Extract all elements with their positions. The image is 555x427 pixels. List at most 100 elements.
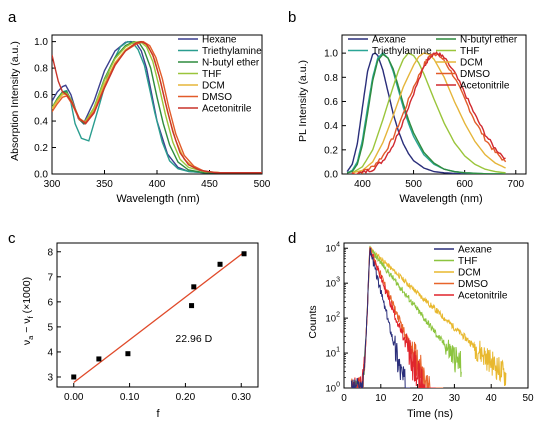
data-point	[189, 303, 195, 309]
series-group-d	[350, 245, 507, 388]
axis-c-ylabel-sub-a: a	[26, 335, 35, 340]
legend-label-b: N-butyl ether	[460, 35, 518, 46]
legend-label-b: THF	[460, 46, 479, 57]
legend-label-a: Triethylamine	[202, 46, 262, 57]
y-tick-label-b: 0.4	[324, 121, 338, 132]
legend-label-a: N-butyl ether	[202, 58, 260, 69]
legend-label-b: Triethylamine	[372, 46, 432, 57]
y-tick-label-a: 0.2	[34, 143, 48, 154]
legend-label-b: DCM	[460, 58, 483, 69]
axis-c-xlabel: f	[156, 408, 160, 420]
series-line-thf	[351, 52, 506, 174]
axis-b-ylabel: PL Intensity (a.u.)	[297, 60, 309, 142]
y-tick-label-a: 0.6	[34, 90, 48, 101]
axis-d-xlabel: Time (ns)	[407, 408, 453, 420]
x-tick-label-d: 20	[412, 393, 424, 404]
x-tick-label-b: 400	[354, 179, 371, 190]
axis-c-ylabel-sub-f: f	[26, 315, 35, 318]
y-tick-label-b: 0.0	[324, 170, 338, 181]
legend-label-d: Acetonitrile	[458, 291, 508, 302]
series-line-dcm	[352, 52, 506, 174]
data-point	[241, 251, 247, 257]
series-line-aexane	[346, 52, 506, 174]
series-line-dmso	[351, 51, 507, 174]
fit-annotation: 22.96 D	[175, 333, 212, 345]
series-line-acetonitrile	[351, 51, 506, 174]
y-tick-label-a: 0.4	[34, 117, 48, 128]
x-tick-label-d: 50	[522, 393, 534, 404]
x-tick-label-c: 0.20	[176, 392, 196, 403]
axis-b-xlabel: Wavelength (nm)	[399, 193, 482, 205]
panel-label-b: b	[288, 9, 296, 26]
legend-label-a: DCM	[202, 81, 225, 92]
panel-label-a: a	[8, 9, 17, 26]
y-tick-label-a: 1.0	[34, 37, 48, 48]
y-tick-label-c: 6	[47, 297, 53, 308]
panel-c-lippert: 0.00 0.10 0.20 0.30 3 4 5 6 7 8 22.96 D	[47, 242, 259, 403]
data-point	[125, 351, 131, 357]
legend-label-a: Acetonitrile	[202, 104, 252, 115]
x-tick-label-d: 0	[341, 393, 347, 404]
axis-a-xlabel: Wavelength (nm)	[116, 193, 199, 205]
series-group-a	[52, 40, 262, 174]
legend-label-d: Aexane	[458, 245, 492, 256]
y-tick-label-d: 102	[326, 312, 341, 325]
x-tick-label-c: 0.00	[64, 392, 84, 403]
series-group-b	[346, 51, 507, 174]
panel-b-pl: 400 500 600 700 0.0 0.2 0.4 0.6 0.8 1.0 AexaneTrie…	[324, 34, 527, 190]
x-tick-label-c: 0.10	[120, 392, 140, 403]
x-tick-label-b: 500	[405, 179, 422, 190]
legend-label-d: DCM	[458, 268, 481, 279]
plot-frame-d	[343, 242, 529, 389]
legend-label-a: Hexane	[202, 35, 237, 46]
x-tick-label-d: 30	[449, 393, 461, 404]
x-tick-label-a: 450	[201, 179, 218, 190]
y-tick-label-c: 7	[47, 272, 53, 283]
y-tick-label-c: 5	[47, 322, 53, 333]
legend-label-d: THF	[458, 256, 477, 267]
fit-line	[73, 251, 245, 384]
axis-c-ylabel: νa − νf (×1000)	[21, 277, 35, 345]
y-tick-label-d: 104	[326, 242, 341, 255]
panel-d-decay: 0 10 20 30 40 50 100 101 102 103 104 AexaneTHFDCMDM…	[326, 242, 534, 404]
series-line-aexane	[350, 248, 411, 388]
x-tick-label-a: 400	[149, 179, 166, 190]
legend-label-b: Aexane	[372, 35, 406, 46]
y-tick-label-d: 100	[326, 382, 341, 395]
data-point	[96, 356, 102, 362]
data-point	[191, 284, 197, 290]
y-tick-label-b: 0.2	[324, 145, 338, 156]
plot-frame-c	[56, 242, 259, 388]
axis-d-ylabel: Counts	[307, 305, 319, 338]
plot-frame-b	[341, 34, 527, 175]
y-tick-label-b: 0.8	[324, 73, 338, 84]
x-tick-label-a: 350	[96, 179, 113, 190]
series-line-dcm	[350, 246, 507, 388]
axis-c-ylabel-minus: − ν	[21, 318, 33, 335]
series-line-acetonitrile	[52, 40, 262, 174]
y-tick-label-a: 0.0	[34, 170, 48, 181]
y-tick-label-c: 4	[47, 347, 53, 358]
axis-c-ylabel-scale: (×1000)	[21, 277, 33, 316]
legend-label-a: DMSO	[202, 92, 232, 103]
data-point	[217, 261, 223, 267]
x-tick-label-d: 40	[486, 393, 498, 404]
data-point	[71, 374, 77, 380]
series-line-n-butyl-ether	[346, 53, 506, 174]
y-tick-label-c: 3	[47, 372, 53, 383]
x-tick-label-a: 500	[254, 179, 271, 190]
panel-label-c: c	[8, 230, 16, 247]
y-tick-label-b: 1.0	[324, 49, 338, 60]
x-tick-label-b: 600	[456, 179, 473, 190]
axis-c-ylabel-nu: ν	[21, 340, 33, 345]
series-line-dmso	[52, 40, 262, 174]
legend-label-b: DMSO	[460, 69, 490, 80]
y-tick-label-a: 0.8	[34, 64, 48, 75]
x-tick-label-d: 10	[375, 393, 387, 404]
panel-label-d: d	[288, 230, 296, 247]
series-line-thf	[350, 245, 462, 388]
